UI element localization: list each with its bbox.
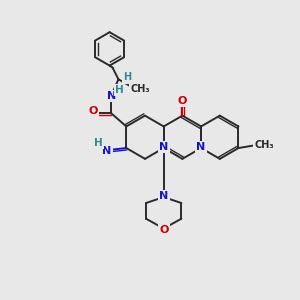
Text: N: N	[159, 142, 168, 152]
Text: N: N	[102, 146, 111, 156]
Text: CH₃: CH₃	[254, 140, 274, 150]
Text: H: H	[94, 138, 103, 148]
Text: N: N	[196, 142, 206, 152]
Text: CH₃: CH₃	[130, 84, 150, 94]
Text: O: O	[178, 96, 187, 106]
Text: N: N	[159, 191, 168, 201]
Text: O: O	[159, 226, 168, 236]
Text: H: H	[115, 85, 124, 95]
Text: O: O	[88, 106, 98, 116]
Text: N: N	[107, 91, 116, 101]
Text: H: H	[123, 72, 131, 82]
